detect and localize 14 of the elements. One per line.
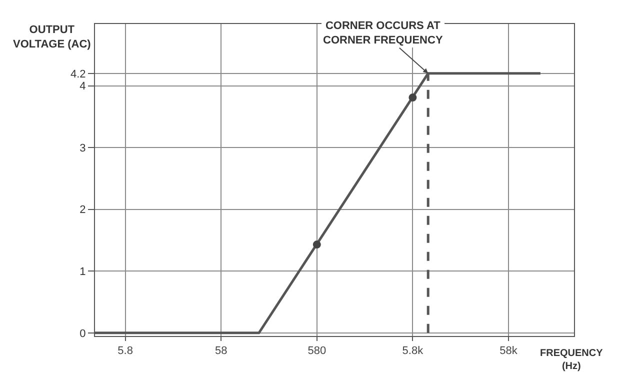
y-tick-label: 2 [80, 204, 86, 216]
x-tick-label: 5.8k [402, 345, 424, 358]
x-tick-label: 580 [308, 345, 326, 358]
y-tick-label: 4.2 [70, 68, 86, 80]
x-tick-label: 58k [500, 345, 518, 358]
y-tick-label: 0 [80, 328, 86, 340]
y-tick-label: 3 [80, 142, 86, 154]
annotation: CORNER OCCURS AT CORNER FREQUENCY [323, 20, 444, 46]
x-tick-label: 58 [214, 345, 228, 358]
y-tick-label: 1 [80, 266, 86, 278]
x-tick-label: 5.8 [118, 345, 133, 358]
y-tick-label: 4 [80, 80, 86, 93]
x-axis-title: FREQUENCY (Hz) [540, 348, 604, 372]
y-axis-title: OUTPUT VOLTAGE (AC) [13, 24, 92, 50]
